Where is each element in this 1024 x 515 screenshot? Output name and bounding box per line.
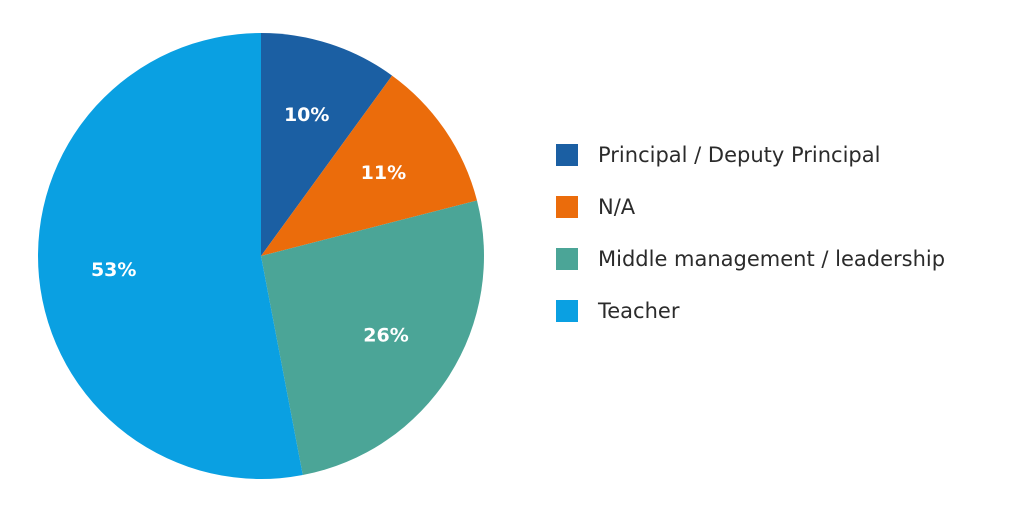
legend-label: Teacher — [597, 299, 680, 323]
pie-slice-principal-deputy-principal — [261, 32, 393, 256]
legend-item-middle-management-leadership: Middle management / leadership — [556, 247, 945, 271]
legend: Principal / Deputy Principal N/A Middle ma… — [556, 143, 945, 323]
slice-value-label-teacher: 53% — [91, 259, 136, 281]
pie-slice-n-a — [261, 75, 477, 256]
pie-slice-middle-management-leadership — [261, 200, 484, 476]
legend-item-principal-deputy-principal: Principal / Deputy Principal — [556, 143, 880, 167]
pie-slice-labels: 10% 11% 26% 53% — [91, 104, 409, 346]
pie-slice-teacher — [38, 33, 303, 479]
slice-value-label-n-a: 11% — [361, 162, 406, 184]
legend-swatch — [556, 248, 578, 270]
slice-value-label-principal-deputy-principal: 10% — [284, 104, 329, 126]
legend-item-n-a: N/A — [556, 195, 636, 219]
legend-swatch — [556, 300, 578, 322]
legend-swatch — [556, 144, 578, 166]
legend-label: Principal / Deputy Principal — [598, 143, 880, 167]
pie-slices — [38, 32, 484, 479]
legend-label: Middle management / leadership — [598, 247, 945, 271]
slice-value-label-middle-management-leadership: 26% — [363, 324, 408, 346]
legend-label: N/A — [598, 195, 636, 219]
legend-swatch — [556, 196, 578, 218]
legend-item-teacher: Teacher — [556, 299, 680, 323]
